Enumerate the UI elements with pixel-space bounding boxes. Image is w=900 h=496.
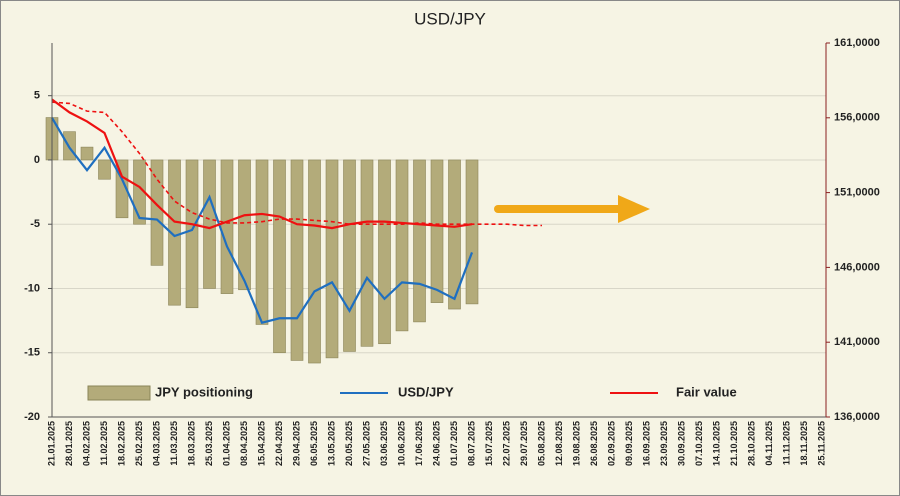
x-tick-label: 07.10.2025 [694, 421, 704, 466]
y2-tick-label: 146,0000 [834, 261, 880, 273]
bar [98, 159, 111, 180]
bar [378, 159, 391, 345]
bar [203, 159, 216, 289]
x-tick-label: 10.06.2025 [396, 421, 406, 466]
bar [413, 159, 426, 323]
x-tick-label: 21.01.2025 [46, 421, 56, 466]
x-tick-label: 28.10.2025 [746, 421, 756, 466]
x-tick-label: 26.08.2025 [589, 421, 599, 466]
line [51, 98, 473, 230]
bar [238, 159, 251, 291]
x-tick-label: 13.05.2025 [326, 421, 336, 466]
x-tick-label: 04.03.2025 [151, 421, 161, 466]
x-tick-label: 11.11.2025 [781, 421, 791, 465]
legend-marker [87, 385, 151, 401]
y-tick-label: -20 [24, 411, 40, 423]
y-tick-label: 0 [34, 154, 40, 166]
x-tick-label: 30.09.2025 [676, 421, 686, 466]
y2-tick-label: 136,0000 [834, 411, 880, 423]
bar [220, 159, 234, 294]
annotation-arrow [494, 195, 650, 223]
bar [448, 159, 461, 310]
bar [185, 159, 199, 309]
x-tick-label: 18.02.2025 [116, 421, 126, 466]
x-tick-label: 25.02.2025 [134, 421, 144, 466]
x-tick-label: 27.05.2025 [361, 421, 371, 466]
legend-label: Fair value [676, 384, 737, 399]
x-tick-label: 01.07.2025 [449, 421, 459, 466]
bar [273, 159, 286, 354]
x-tick-label: 23.09.2025 [659, 421, 669, 466]
x-tick-label: 18.11.2025 [799, 421, 809, 466]
x-tick-label: 20.05.2025 [344, 421, 354, 466]
x-tick-label: 02.09.2025 [606, 421, 616, 466]
x-tick-label: 04.02.2025 [81, 421, 91, 466]
x-tick-label: 22.04.2025 [274, 421, 284, 466]
x-tick-label: 29.04.2025 [291, 421, 301, 466]
bar [360, 159, 374, 347]
legend-label: USD/JPY [398, 384, 454, 399]
bar [308, 159, 321, 364]
x-tick-label: 14.10.2025 [711, 421, 721, 466]
x-tick-label: 28.01.2025 [64, 421, 74, 466]
x-tick-label: 04.11.2025 [764, 421, 774, 466]
bar [150, 159, 164, 266]
x-tick-label: 03.06.2025 [379, 421, 389, 466]
x-tick-label: 16.09.2025 [641, 421, 651, 466]
x-tick-label: 29.07.2025 [519, 421, 529, 466]
x-tick-label: 25.03.2025 [204, 421, 214, 466]
x-tick-label: 08.04.2025 [239, 421, 249, 466]
x-tick-label: 15.04.2025 [256, 421, 266, 466]
x-tick-label: 09.09.2025 [624, 421, 634, 466]
y-tick-label: -10 [24, 282, 40, 294]
y2-tick-label: 141,0000 [834, 336, 880, 348]
x-tick-label: 12.08.2025 [554, 421, 564, 466]
legend-label: JPY positioning [155, 384, 253, 399]
x-tick-label: 05.08.2025 [536, 421, 546, 466]
x-tick-label: 11.02.2025 [99, 421, 109, 466]
bar [80, 146, 94, 161]
bar [465, 159, 479, 305]
y-tick-label: -5 [30, 218, 40, 230]
bar [430, 159, 444, 303]
x-tick-label: 18.03.2025 [186, 421, 196, 466]
bar [343, 159, 356, 352]
chart-title: USD/JPY [414, 9, 486, 28]
y-tick-label: 5 [34, 90, 40, 102]
x-tick-label: 01.04.2025 [221, 421, 231, 466]
y2-tick-label: 161,0000 [834, 37, 880, 49]
x-tick-label: 08.07.2025 [466, 421, 476, 466]
line [51, 117, 474, 325]
y2-tick-label: 156,0000 [834, 112, 880, 124]
x-tick-label: 21.10.2025 [729, 421, 739, 466]
bar [290, 159, 304, 361]
x-tick-label: 17.06.2025 [414, 421, 424, 466]
bar [395, 159, 409, 332]
x-tick-label: 11.03.2025 [169, 421, 179, 466]
x-tick-label: 06.05.2025 [309, 421, 319, 466]
x-tick-label: 22.07.2025 [501, 421, 511, 466]
dashed-line [51, 101, 542, 227]
x-tick-label: 15.07.2025 [484, 421, 494, 466]
bar [325, 159, 339, 359]
y-tick-label: -15 [24, 347, 40, 359]
x-tick-label: 25.11.2025 [816, 421, 826, 466]
x-tick-label: 24.06.2025 [431, 421, 441, 466]
bar [255, 159, 269, 325]
x-tick-label: 19.08.2025 [571, 421, 581, 466]
y2-tick-label: 151,0000 [834, 187, 880, 199]
